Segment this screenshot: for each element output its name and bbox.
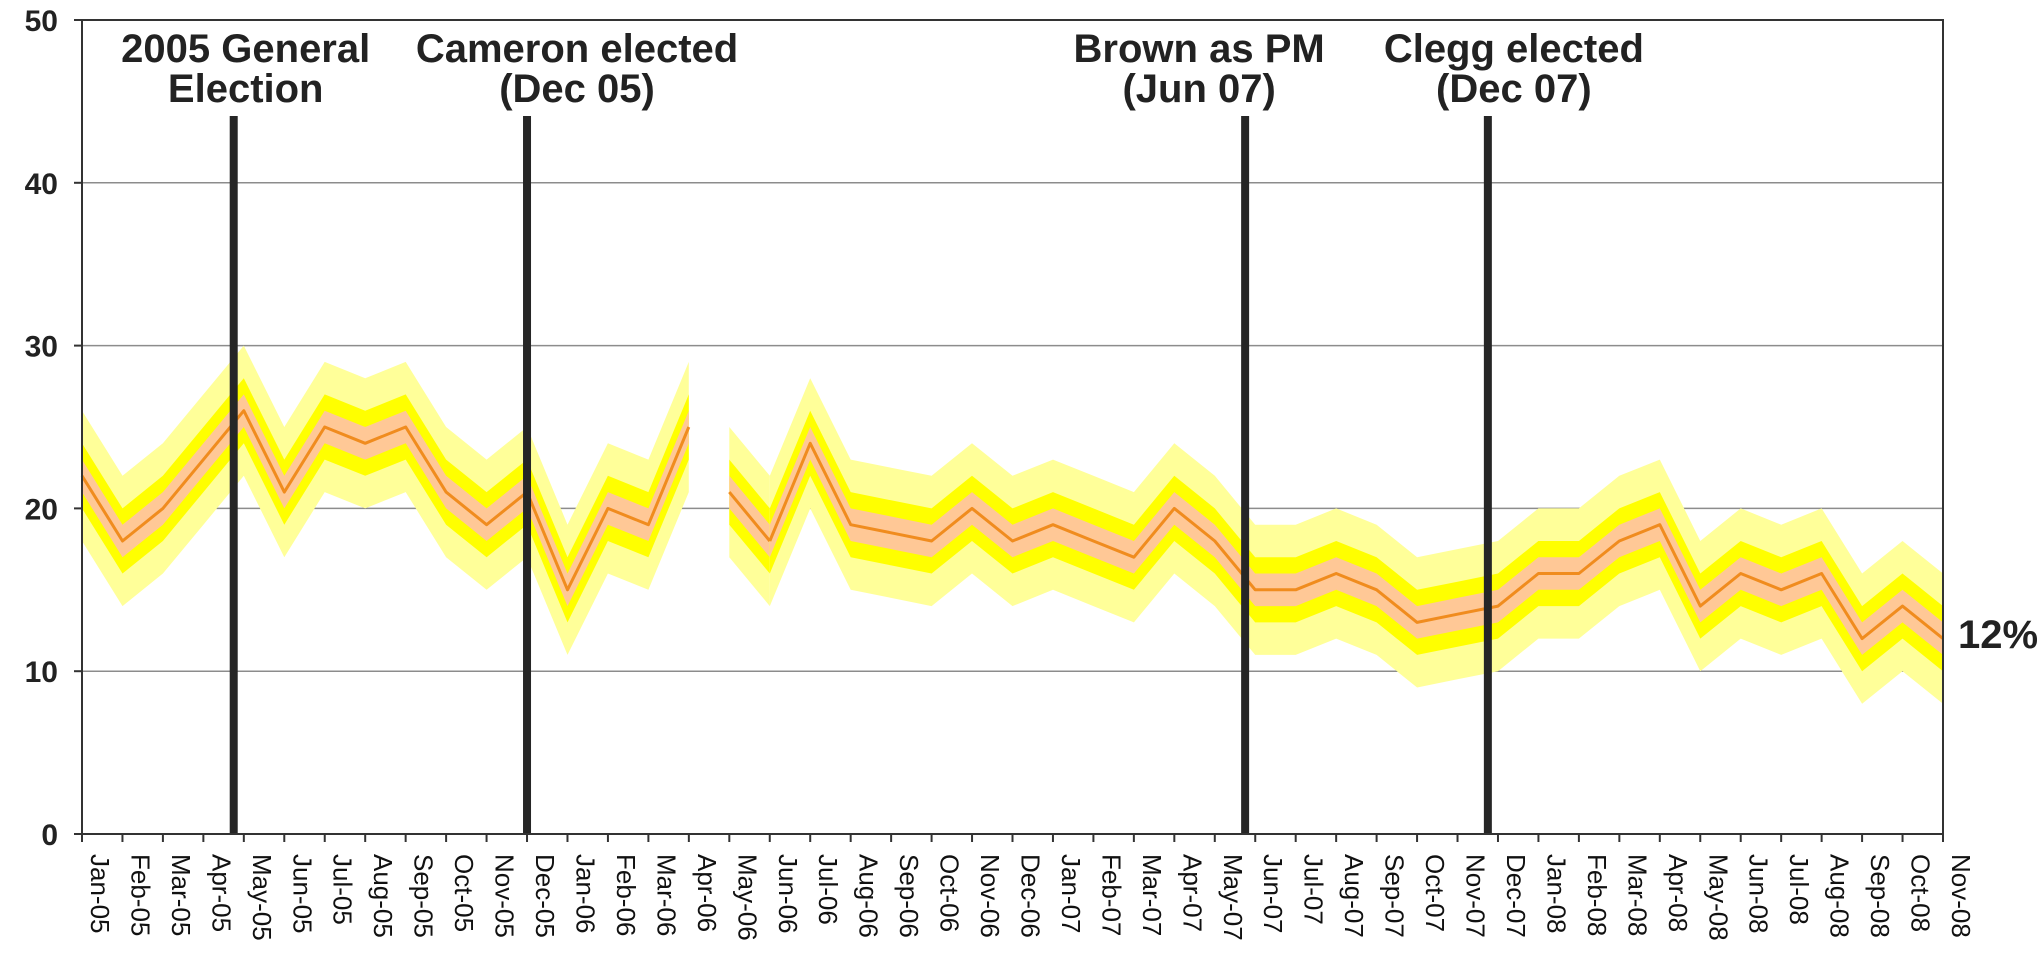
y-tick-label: 40: [25, 168, 58, 201]
x-tick-label: Feb-05: [125, 854, 155, 936]
x-tick-label: Apr-05: [206, 854, 236, 932]
x-tick-label: Oct-08: [1906, 854, 1936, 932]
band-outer: [769, 378, 1943, 704]
event-label: 2005 General Election: [121, 27, 370, 111]
y-tick-label: 10: [25, 656, 58, 689]
x-tick-label: Feb-08: [1582, 854, 1612, 936]
x-tick-label: Nov-07: [1461, 854, 1491, 938]
x-tick-label: Aug-05: [368, 854, 398, 938]
x-tick-label: Sep-05: [409, 854, 439, 938]
x-tick-label: Oct-07: [1420, 854, 1450, 932]
y-tick-label: 20: [25, 493, 58, 526]
series-line: [80, 409, 691, 592]
series-line: [728, 491, 771, 542]
x-tick-label: May-07: [1218, 854, 1248, 941]
x-tick-label: Aug-08: [1825, 854, 1855, 938]
x-tick-label: Aug-06: [854, 854, 884, 938]
event-label: Clegg elected (Dec 07): [1384, 27, 1644, 111]
event-label-line: 2005 General: [121, 27, 370, 71]
event-label-line: Cameron elected: [416, 27, 738, 71]
series-line: [768, 441, 1944, 641]
event-label-line: (Dec 07): [1436, 67, 1592, 111]
y-tick-label: 30: [25, 331, 58, 364]
x-tick-label: Sep-08: [1865, 854, 1895, 938]
event-label: Cameron elected (Dec 05): [416, 27, 738, 111]
x-tick-label: Jul-06: [813, 854, 843, 925]
x-tick-label: Jan-08: [1541, 854, 1571, 934]
x-tick-label: Dec-06: [1016, 854, 1046, 938]
x-tick-label: Jun-07: [1258, 854, 1288, 934]
x-tick-label: May-08: [1703, 854, 1733, 941]
x-tick-label: Feb-07: [1096, 854, 1126, 936]
x-tick-label: Mar-08: [1622, 854, 1652, 936]
x-tick-label: Jul-08: [1784, 854, 1814, 925]
x-tick-label: Jul-05: [328, 854, 358, 925]
x-tick-label: Sep-07: [1380, 854, 1410, 938]
x-tick-label: Nov-05: [490, 854, 520, 938]
x-tick-label: Oct-05: [449, 854, 479, 932]
event-label-line: (Dec 05): [499, 67, 655, 111]
x-tick-label: Jan-07: [1056, 854, 1086, 934]
x-tick-label: Apr-08: [1663, 854, 1693, 932]
x-tick-label: Aug-07: [1339, 854, 1369, 938]
x-tick-label: Apr-06: [692, 854, 722, 932]
x-tick-label: Jul-07: [1299, 854, 1329, 925]
event-label-line: Brown as PM: [1074, 27, 1325, 71]
x-tick-label: Sep-06: [894, 854, 924, 938]
x-tick-label: Jun-08: [1744, 854, 1774, 934]
series-lines: [80, 409, 1944, 641]
x-tick-label: Dec-05: [530, 854, 560, 938]
axes: [74, 19, 1944, 842]
x-tick-label: Nov-08: [1946, 854, 1976, 938]
x-tick-label: Jun-06: [773, 854, 803, 934]
uncertainty-bands: [82, 345, 1943, 704]
x-tick-label: Mar-06: [651, 854, 681, 936]
x-tick-label: Mar-07: [1137, 854, 1167, 936]
band-inner: [769, 427, 1943, 655]
x-tick-label: Mar-05: [166, 854, 196, 936]
y-tick-label: 50: [25, 5, 58, 38]
x-tick-label: Oct-06: [935, 854, 965, 932]
x-tick-label: Jan-05: [85, 854, 115, 934]
x-tick-label: Dec-07: [1501, 854, 1531, 938]
x-tick-label: Feb-06: [611, 854, 641, 936]
x-tick-label: Apr-07: [1177, 854, 1207, 932]
end-value-label: 12%: [1958, 613, 2038, 657]
y-tick-label: 0: [41, 819, 58, 852]
x-tick-labels: Jan-05 Feb-05 Mar-05 Apr-05 May-05 Jun-05 Jul-…: [85, 854, 1976, 941]
event-label: Brown as PM (Jun 07): [1074, 27, 1325, 111]
event-label-line: Election: [168, 67, 324, 111]
event-label-line: Clegg elected: [1384, 27, 1644, 71]
event-label-line: (Jun 07): [1122, 67, 1275, 111]
x-tick-label: Nov-06: [975, 854, 1005, 938]
x-tick-label: May-06: [732, 854, 762, 941]
x-tick-label: Jan-06: [570, 854, 600, 934]
x-tick-label: Jun-05: [287, 854, 317, 934]
x-tick-label: May-05: [247, 854, 277, 941]
y-tick-labels: 0 10 20 30 40 50: [25, 5, 58, 852]
